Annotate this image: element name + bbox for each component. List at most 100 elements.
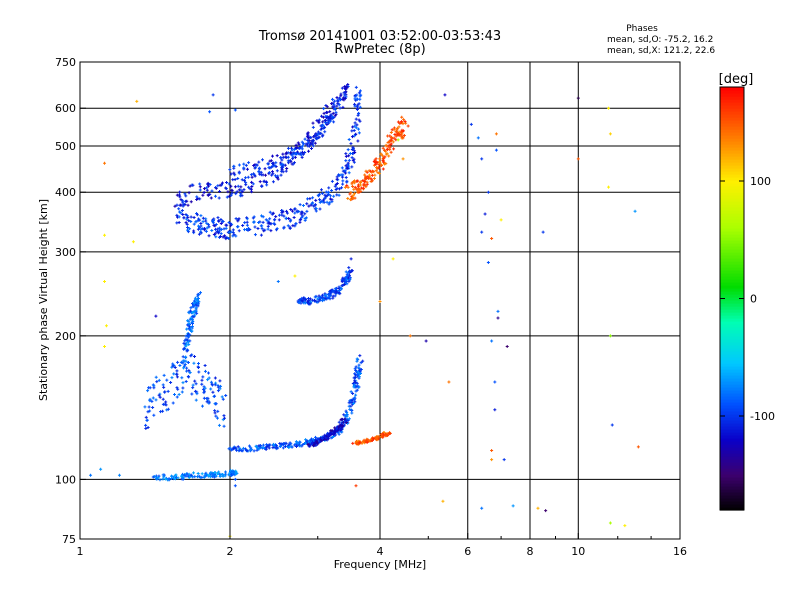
colorbar-strip	[720, 240, 744, 244]
echo-point-low-cluster	[155, 380, 159, 384]
echo-point-low-cluster	[207, 376, 211, 380]
echo-point-f2-o-mode-cusp	[245, 223, 249, 227]
echo-point-e-f1-o-mode-trace	[337, 432, 341, 436]
echo-point-bottom-band	[184, 474, 188, 478]
echo-point-f2-x-mode	[395, 130, 399, 134]
echo-point-low-cluster	[175, 395, 179, 399]
echo-point-f2-upper-band	[303, 137, 307, 141]
echo-point-low-spike	[187, 343, 191, 347]
echo-point-f2-upper-band	[209, 196, 213, 200]
echo-point-f2-o-mode-cusp	[318, 192, 322, 196]
echo-point-f2-x-mode	[367, 173, 371, 177]
echo-point-f2-o-mode-cusp	[186, 215, 190, 219]
echo-point-f2-o-mode-cusp	[219, 232, 223, 236]
echo-point-e-f1-dark-segment	[311, 440, 315, 444]
echo-point	[401, 157, 405, 161]
echo-point-f2-upper-band	[202, 187, 206, 191]
echo-point-f2-upper-band	[301, 152, 305, 156]
colorbar-strip	[720, 432, 744, 436]
colorbar-strip	[720, 483, 744, 487]
echo-point-bottom-band	[180, 474, 184, 478]
echo-point-e-f1-o-mode-trace	[347, 417, 351, 421]
echo-point-low-cluster	[150, 399, 154, 403]
echo-point-f2-o-mode-cusp	[292, 207, 296, 211]
echo-point-bottom-band	[185, 472, 189, 476]
colorbar-strip	[720, 498, 744, 502]
echo-point-f2-o-mode-cusp	[357, 131, 361, 135]
echo-point-f2-x-mode	[403, 120, 407, 124]
colorbar-strip	[720, 477, 744, 481]
echo-point-low-spike	[186, 340, 190, 344]
echo-point-e-f1-o-mode-trace	[227, 447, 231, 451]
echo-point	[494, 148, 498, 152]
echo-point-bottom-band	[170, 475, 174, 479]
echo-point-f2-outer-band	[229, 172, 233, 176]
echo-point-f2-upper-band	[179, 198, 183, 202]
echo-point-low-cluster	[203, 386, 207, 390]
echo-point-f2-o-mode-cusp	[282, 214, 286, 218]
colorbar-strip	[720, 249, 744, 253]
echo-point-f2-o-mode-cusp	[277, 218, 281, 222]
colorbar-strip	[720, 144, 744, 148]
echo-point-f2-o-mode-cusp	[261, 220, 265, 224]
echo-point-multi-hop-segment	[344, 279, 348, 283]
echo-point-f2-upper-band	[248, 187, 252, 191]
echo-point	[499, 218, 503, 222]
echo-point-f2-o-mode-cusp	[323, 196, 327, 200]
echo-point-f2-x-mode	[374, 162, 378, 166]
y-tick-label: 300	[55, 246, 76, 259]
echo-point-f2-o-mode-cusp	[346, 162, 350, 166]
echo-point-f2-x-mode	[355, 187, 359, 191]
colorbar-strip	[720, 363, 744, 367]
echo-point-f2-x-mode	[378, 157, 382, 161]
echo-point-f2-o-mode-cusp	[355, 123, 359, 127]
echo-point-f2-o-mode-cusp	[346, 166, 350, 170]
echo-point-e-f1-o-mode-trace	[354, 369, 358, 373]
echo-point-f2-o-mode-cusp	[232, 233, 236, 237]
echo-point-f2-x-mode	[363, 180, 367, 184]
echo-point-f2-x-mode	[351, 185, 355, 189]
echo-point-f2-outer-band	[314, 137, 318, 141]
echo-point-bottom-band	[200, 472, 204, 476]
echo-point-low-cluster	[200, 378, 204, 382]
echo-point-multi-hop-segment	[328, 294, 332, 298]
echo-point-f2-o-mode-cusp	[358, 119, 362, 123]
colorbar-strip	[720, 321, 744, 325]
echo-point	[89, 473, 93, 477]
echo-point-f2-o-mode-cusp	[182, 216, 186, 220]
echo-point-f2-outer-band	[294, 152, 298, 156]
echo-point	[490, 339, 494, 343]
echo-point-f2-o-mode-cusp	[314, 198, 318, 202]
echo-point-f2-o-mode-cusp	[252, 215, 256, 219]
echo-point-low-cluster	[161, 397, 165, 401]
echo-point-f2-upper-band	[341, 105, 345, 109]
echo-point-bottom-band	[219, 472, 223, 476]
colorbar-strip	[720, 219, 744, 223]
echo-point-multi-hop-segment	[302, 296, 306, 300]
colorbar-strip	[720, 270, 744, 274]
echo-point-f2-o-mode-cusp	[231, 228, 235, 232]
colorbar-tick-label: 0	[750, 293, 757, 306]
echo-point-f2-upper-band	[335, 104, 339, 108]
colorbar-strip	[720, 465, 744, 469]
echo-point-e-f1-dark-segment	[339, 423, 343, 427]
echo-point-f2-o-mode-cusp	[224, 223, 228, 227]
echo-point-e-f1-dark-segment	[333, 430, 337, 434]
echo-point-f2-upper-band	[271, 180, 275, 184]
echo-point-f2-o-mode-cusp	[305, 209, 309, 213]
echo-point-f2-outer-band	[334, 110, 338, 114]
echo-point-low-cluster	[169, 381, 173, 385]
colorbar-strip	[720, 255, 744, 259]
echo-point-f2-o-mode-cusp	[185, 222, 189, 226]
colorbar-strip	[720, 105, 744, 109]
echo-point-low-cluster	[184, 380, 188, 384]
echo-point-multi-hop-segment	[348, 269, 352, 273]
echo-point-multi-hop-segment	[323, 293, 327, 297]
echo-point-f2-outer-band	[332, 115, 336, 119]
echo-point	[401, 136, 405, 140]
echo-point-f2-upper-band	[311, 121, 315, 125]
echo-point-low-spike	[184, 344, 188, 348]
echo-point-f2-o-mode-cusp	[205, 221, 209, 225]
colorbar-strip	[720, 132, 744, 136]
echo-point-f2-o-mode-cusp	[333, 184, 337, 188]
